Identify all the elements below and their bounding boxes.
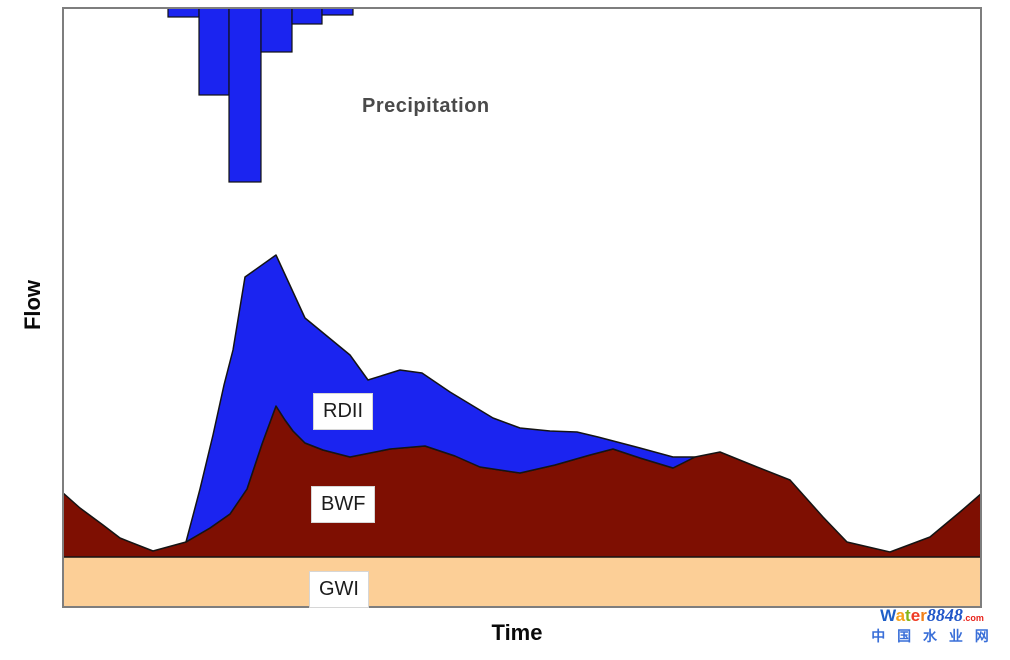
rdii-area <box>185 254 696 543</box>
watermark-letter: t <box>905 606 911 625</box>
watermark-brand: Water8848.com <box>857 605 1007 626</box>
flow-chart <box>62 7 982 608</box>
x-axis-label: Time <box>491 620 543 645</box>
precipitation-bar <box>228 7 262 183</box>
precipitation-label: Precipitation <box>362 95 490 117</box>
bwf-label: BWF <box>311 486 376 523</box>
watermark-number: 8848 <box>926 605 963 625</box>
y-axis-label: Flow <box>20 279 45 331</box>
watermark-letter: a <box>895 606 906 625</box>
watermark-tld: .com <box>962 613 984 623</box>
precipitation-bar <box>291 7 323 25</box>
precipitation-bar <box>321 7 354 16</box>
watermark-letter: r <box>920 606 927 625</box>
precipitation-bar <box>198 7 230 96</box>
watermark-letter: e <box>910 606 921 625</box>
precipitation-bar <box>260 7 293 53</box>
plot-border <box>62 7 982 608</box>
rdii-label: RDII <box>313 393 373 430</box>
gwi-band <box>62 557 982 608</box>
watermark-letter: W <box>880 606 896 625</box>
watermark: Water8848.com 中 国 水 业 网 <box>857 605 1007 644</box>
gwi-label: GWI <box>309 571 369 608</box>
watermark-chinese: 中 国 水 业 网 <box>871 627 993 644</box>
